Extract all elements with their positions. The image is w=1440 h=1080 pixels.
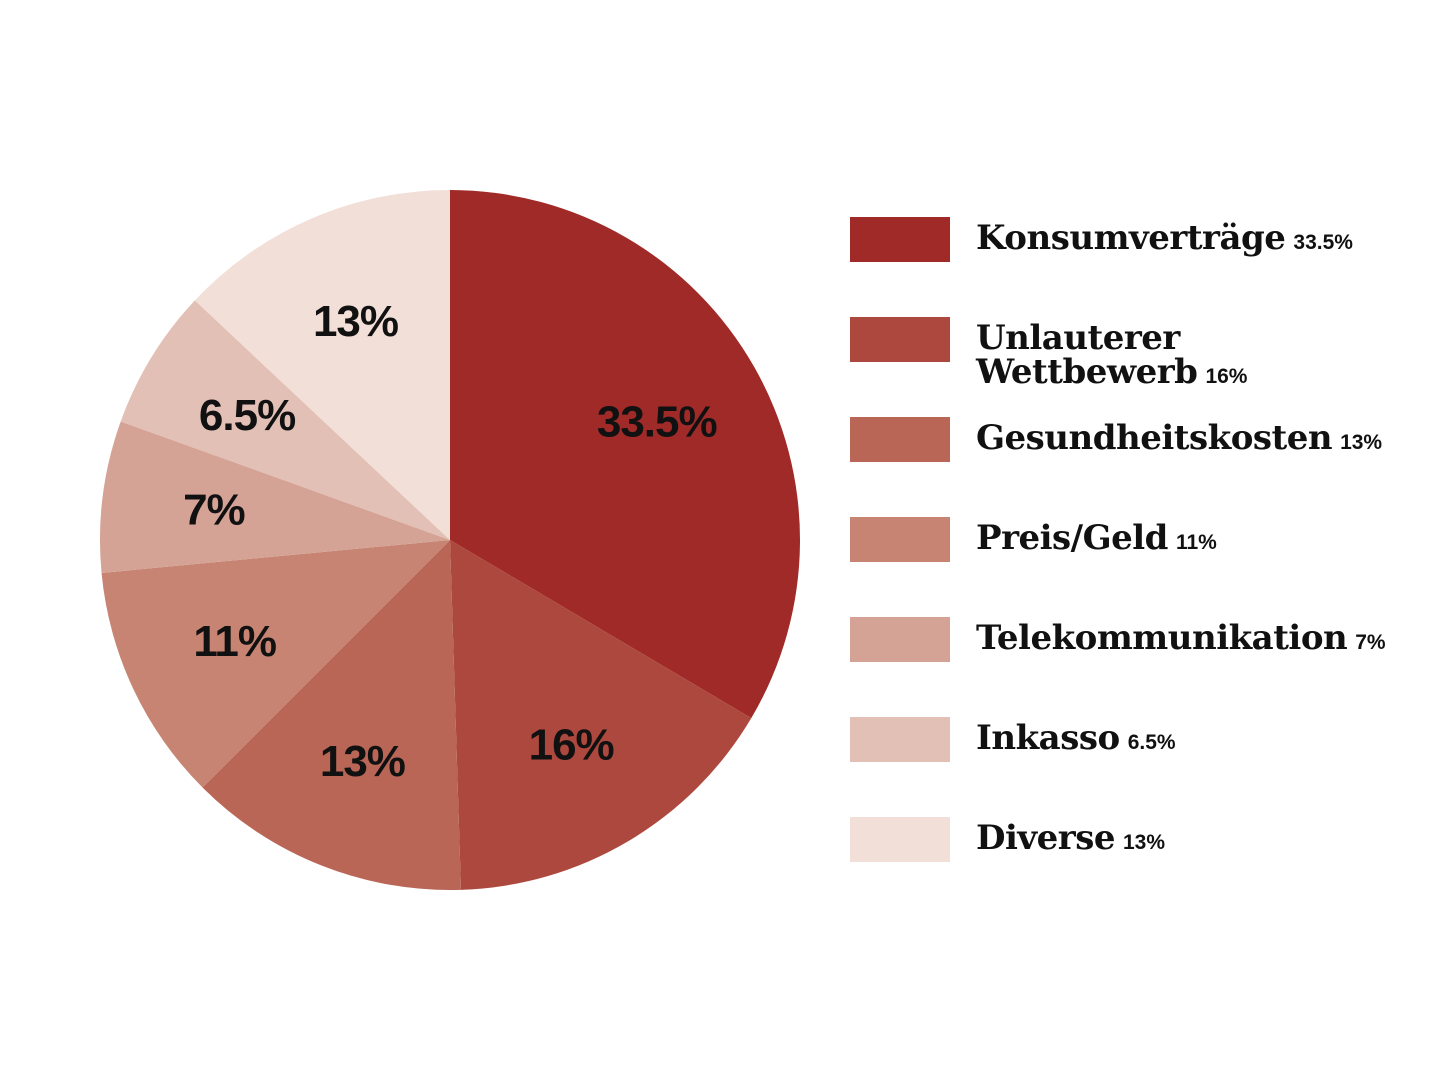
legend-label: Inkasso 6.5% [976, 721, 1406, 760]
slice-label-unlauterer-wettbewerb: 16% [529, 720, 614, 769]
legend-label-text: Unlauterer Wettbewerb [976, 318, 1198, 392]
legend-label-text: Konsumverträge [976, 218, 1286, 258]
slice-label-telekommunikation: 7% [183, 486, 245, 535]
pie-slice-konsumvertr-ge [450, 190, 800, 719]
legend-label-text: Diverse [976, 818, 1115, 858]
legend-swatch [850, 317, 950, 362]
legend-label: Gesundheitskosten 13% [976, 421, 1406, 460]
pie-slice-inkasso [120, 300, 450, 540]
pie-slices [99, 190, 800, 890]
legend-item-konsumvertr-ge: Konsumverträge 33.5% [850, 217, 1410, 307]
pie-slice-gesundheitskosten [202, 540, 461, 890]
pie-slice-unlauterer-wettbewerb [450, 540, 752, 890]
legend-label-text: Inkasso [976, 718, 1120, 758]
legend-label-text: Telekommunikation [976, 618, 1348, 658]
legend-value: 6.5% [1127, 731, 1176, 754]
legend-value: 13% [1122, 831, 1166, 854]
legend-label: Konsumverträge 33.5% [976, 221, 1406, 260]
legend-item-preis-geld: Preis/Geld 11% [850, 517, 1410, 607]
pie-slice-diverse [194, 190, 450, 540]
legend-swatch [850, 217, 950, 262]
pie-slice-preis-geld [101, 540, 450, 788]
pie-slice-labels: 33.5% 16% 13% 11% 7% 6.5% 13% [183, 297, 718, 786]
slice-label-gesundheitskosten: 13% [320, 737, 405, 786]
legend-item-diverse: Diverse 13% [850, 817, 1410, 907]
slice-label-inkasso: 6.5% [199, 391, 295, 440]
legend-label: Diverse 13% [976, 821, 1406, 860]
slice-label-preis-geld: 11% [193, 617, 276, 666]
legend-value: 11% [1175, 531, 1217, 554]
legend-swatch [850, 617, 950, 662]
legend-label: Preis/Geld 11% [976, 521, 1406, 560]
legend-value: 33.5% [1293, 231, 1353, 254]
legend-swatch [850, 817, 950, 862]
legend-value: 7% [1355, 631, 1386, 654]
legend-value: 13% [1340, 431, 1383, 454]
slice-label-diverse: 13% [313, 297, 398, 346]
legend-label: Telekommunikation 7% [976, 621, 1406, 660]
legend-item-telekommunikation: Telekommunikation 7% [850, 617, 1410, 707]
legend-value: 16% [1205, 365, 1248, 388]
slice-label-konsumvertr-ge: 33.5% [597, 398, 717, 447]
legend-label-text: Gesundheitskosten [976, 418, 1333, 458]
legend-swatch [850, 417, 950, 462]
pie-slice-telekommunikation [99, 421, 450, 573]
legend-item-gesundheitskosten: Gesundheitskosten 13% [850, 417, 1410, 507]
legend-label-text: Preis/Geld [976, 518, 1168, 558]
legend-item-inkasso: Inkasso 6.5% [850, 717, 1410, 807]
legend-swatch [850, 717, 950, 762]
legend-item-unlauterer-wettbewerb: Unlauterer Wettbewerb 16% [850, 317, 1410, 407]
legend-swatch [850, 517, 950, 562]
legend-label: Unlauterer Wettbewerb 16% [976, 321, 1406, 394]
